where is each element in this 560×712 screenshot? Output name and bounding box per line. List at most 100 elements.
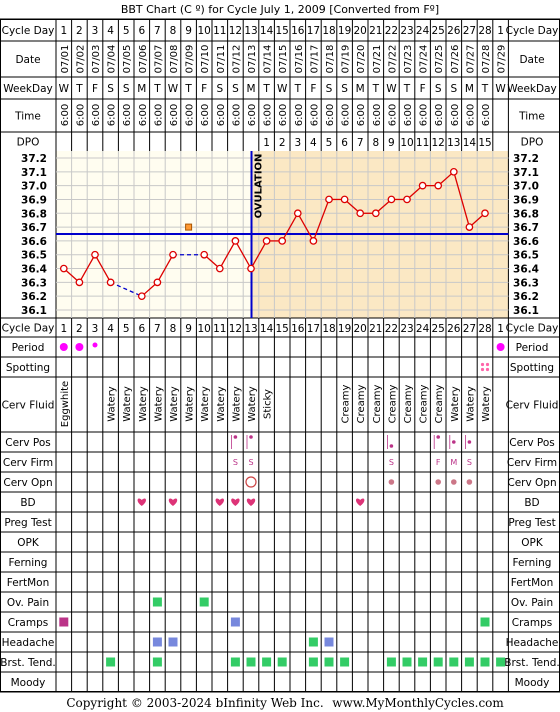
temp-point [215,264,224,273]
period-marker [496,343,505,351]
row-label-right-ov_pain: Ov. Pain [511,597,553,609]
row-label-cycle_day: Cycle Day [2,25,55,37]
weekday-label: M [137,83,146,95]
cycle-day-label: 8 [170,25,177,37]
date-label: 07/03 [91,45,102,74]
time-label: 6:00 [387,104,398,126]
headache-marker [308,637,318,647]
weekday-label: T [75,83,83,95]
dpo-label: 15 [478,137,491,149]
row-label-right-cerv_opn: Cerv Opn [507,477,556,489]
temp-point [59,264,68,273]
cerv-firm-label: S [248,458,253,467]
cerv-fluid-label: Watery [169,386,180,422]
cycle-day-label: 5 [123,25,130,37]
cerv-fluid-label: Creamy [403,385,414,424]
row-label-right-moody: Moody [515,677,550,689]
date-label: 07/21 [372,45,383,74]
weekday-label: W [59,83,70,95]
temp-point [278,237,287,245]
breast-tenderness-marker [277,657,287,667]
row-label-moody: Moody [11,677,46,689]
cerv-fluid-label: Creamy [372,385,383,424]
weekday-label: S [232,83,239,95]
temp-point [387,195,396,204]
temp-segment [219,240,236,269]
row-label-right-cerv_fluid: Cerv Fluid [506,400,559,412]
cerv-fluid-label: Watery [138,386,149,422]
date-label: 07/14 [263,45,274,74]
date-label: 07/12 [231,45,242,74]
cycle-day-label: 25 [432,323,445,335]
temp-segment [297,212,314,242]
cerv-fluid-label: Eggwhite [60,381,71,427]
y-tick-label-right: 37.0 [513,181,539,193]
row-label-right-bd: BD [524,497,539,509]
date-label: 07/01 [60,45,71,74]
cycle-day-label: 14 [260,25,274,37]
weekday-label: T [403,83,411,95]
y-tick-label: 36.2 [21,291,47,303]
row-label-right-cerv_firm: Cerv Firm [507,457,557,469]
temp-segment [312,199,330,242]
cycle-day-label: 6 [138,323,145,335]
row-label-right-headache: Headache [506,637,559,649]
date-label: 07/10 [200,45,211,74]
y-tick-label: 37.1 [21,167,47,179]
cycle-day-label: 6 [138,25,145,37]
row-label-cerv_pos: Cerv Pos [5,437,51,449]
spotting-marker [485,367,490,372]
temp-point [231,237,240,245]
row-label-bd: BD [20,497,35,509]
date-label: 07/20 [356,45,367,74]
cycle-day-label: 1 [497,25,504,37]
unconnected-temp-point [185,223,193,231]
temp-segment [250,240,268,269]
time-label: 6:00 [107,104,118,126]
cycle-day-label: 19 [338,323,351,335]
time-label: 6:00 [138,104,149,126]
cerv-firm-label: M [450,458,457,467]
date-label: 07/09 [185,45,196,74]
period-marker [92,342,98,348]
y-tick-label-right: 36.1 [513,305,539,317]
row-label-cycle_day: Cycle Day [2,323,55,335]
weekday-label: F [310,83,316,95]
heart-icon [231,498,240,506]
cycle-day-label: 7 [154,25,161,37]
cycle-day-label: 15 [276,323,289,335]
cycle-day-label: 21 [369,323,382,335]
temp-point [169,250,177,259]
footer-copyright: Copyright © 2003-2024 bInfinity Web Inc. [66,696,323,710]
cerv-open-marker [466,479,473,485]
cycle-day-label: 17 [307,323,320,335]
heart-icon [356,498,365,506]
cerv-fluid-label: Watery [247,386,258,422]
weekday-label: T [153,83,161,95]
date-label: 07/24 [419,45,430,74]
cycle-day-label: 20 [354,323,367,335]
date-label: 07/25 [434,45,445,74]
breast-tenderness-marker [106,657,116,667]
cramps-marker [480,617,490,627]
dpo-label: 7 [357,137,364,149]
cycle-day-label: 25 [432,25,445,37]
temp-point [356,209,365,218]
temp-point [137,292,146,301]
headache-marker [152,637,162,647]
y-tick-label-right: 37.1 [513,167,539,179]
headache-marker [324,637,334,647]
date-label: 07/18 [325,45,336,74]
cycle-day-label: 4 [107,323,114,335]
cycle-day-label: 1 [497,323,504,335]
weekday-label: S [107,83,114,95]
date-label: 07/05 [122,45,133,74]
y-tick-label-right: 36.8 [513,208,539,220]
temp-point [309,237,318,245]
time-label: 6:00 [169,104,180,126]
cerv-pos-marker [233,435,238,439]
cycle-day-label: 2 [76,323,83,335]
row-label-ferning: Ferning [9,557,48,569]
date-label: 07/15 [278,45,289,74]
